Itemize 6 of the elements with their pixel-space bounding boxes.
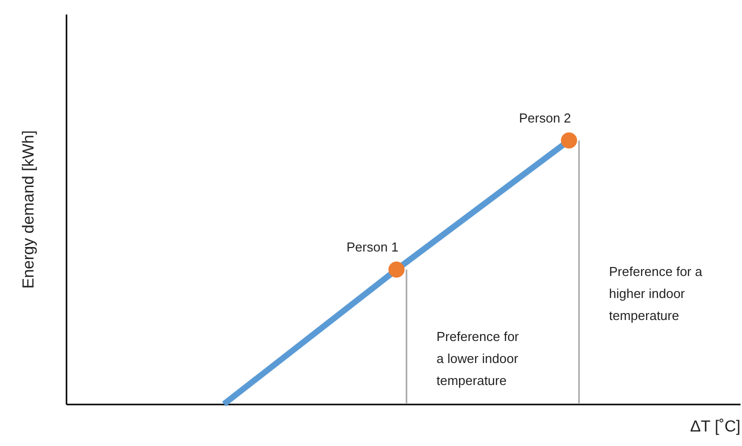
- x-axis-title: ΔT [˚C]: [690, 418, 740, 436]
- y-axis-title: Energy demand [kWh]: [20, 130, 38, 289]
- annotation: Person 1: [346, 240, 399, 255]
- annotation: Preference for a lower indoor temperature: [436, 328, 520, 388]
- text: Person 2: [518, 110, 572, 126]
- annotation: Preference for a higher indoor temperature: [609, 264, 703, 324]
